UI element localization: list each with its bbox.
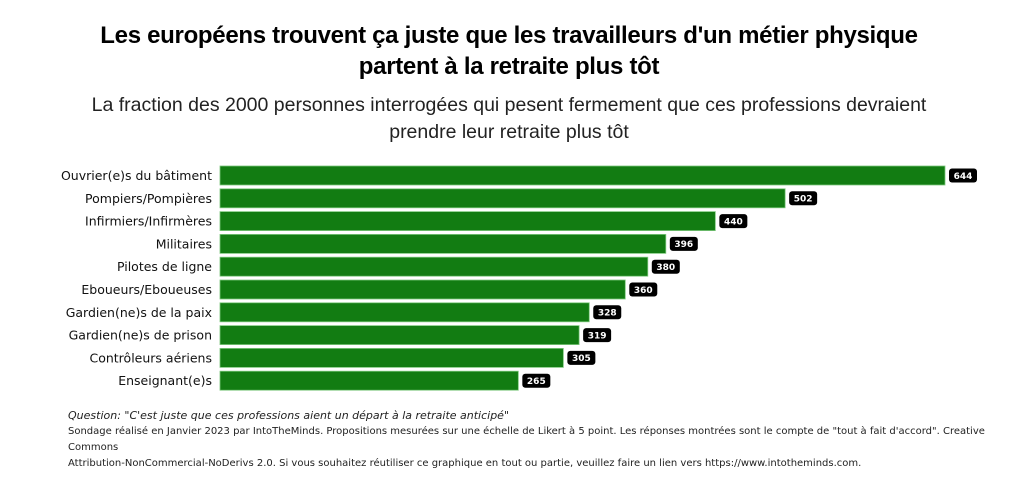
bar <box>219 233 667 254</box>
bar <box>219 325 580 346</box>
value-label-background <box>629 282 658 297</box>
bar <box>219 279 626 300</box>
bar <box>219 302 590 323</box>
bar <box>219 256 649 277</box>
value-label-background <box>583 328 612 343</box>
chart-footer: Question: "C'est juste que ces professio… <box>68 408 1028 472</box>
value-label-background <box>789 191 818 206</box>
category-label: Militaires <box>156 236 212 251</box>
bar <box>219 165 946 186</box>
footer-source-line1: Sondage réalisé en Janvier 2023 par Into… <box>68 426 985 453</box>
value-label-background <box>719 214 748 229</box>
category-label: Ouvrier(e)s du bâtiment <box>61 168 212 183</box>
category-label: Enseignant(e)s <box>118 373 212 388</box>
value-label: 396 <box>674 240 693 250</box>
value-label: 440 <box>724 217 743 227</box>
value-label: 319 <box>588 331 607 341</box>
value-label-background <box>949 168 977 183</box>
bar <box>219 347 564 368</box>
category-label: Gardien(ne)s de prison <box>69 328 212 343</box>
value-label-background <box>669 236 698 251</box>
value-label-background <box>651 259 680 274</box>
value-label: 360 <box>634 286 653 296</box>
value-label: 328 <box>598 309 617 319</box>
value-label: 265 <box>527 377 546 387</box>
chart-title: Les européens trouvent ça juste que les … <box>0 20 1018 82</box>
chart-title-line1: Les européens trouvent ça juste que les … <box>100 22 918 49</box>
chart-subtitle: La fraction des 2000 personnes interrogé… <box>0 92 1018 146</box>
value-label: 380 <box>656 263 675 273</box>
value-label-background <box>593 305 622 320</box>
bar <box>219 370 519 391</box>
value-label-background <box>567 350 596 365</box>
chart-subtitle-line1: La fraction des 2000 personnes interrogé… <box>91 94 927 116</box>
footer-question: Question: "C'est juste que ces professio… <box>68 409 510 422</box>
value-label-background <box>522 373 551 388</box>
category-label: Pompiers/Pompières <box>85 191 212 206</box>
value-label: 644 <box>954 172 973 182</box>
value-label: 502 <box>794 195 813 205</box>
footer-source-line2: Attribution-NonCommercial-NoDerivs 2.0. … <box>68 458 862 469</box>
bar <box>219 188 786 209</box>
category-label: Contrôleurs aériens <box>89 350 212 365</box>
value-label: 305 <box>572 354 591 364</box>
category-label: Gardien(ne)s de la paix <box>66 305 212 320</box>
chart-title-line2: partent à la retraite plus tôt <box>358 53 660 80</box>
category-label: Infirmiers/Infirmères <box>85 214 212 229</box>
category-label: Pilotes de ligne <box>117 259 212 274</box>
bar <box>219 211 716 232</box>
category-label: Eboueurs/Eboueuses <box>81 282 212 297</box>
chart-subtitle-line2: prendre leur retraite plus tôt <box>389 121 629 143</box>
